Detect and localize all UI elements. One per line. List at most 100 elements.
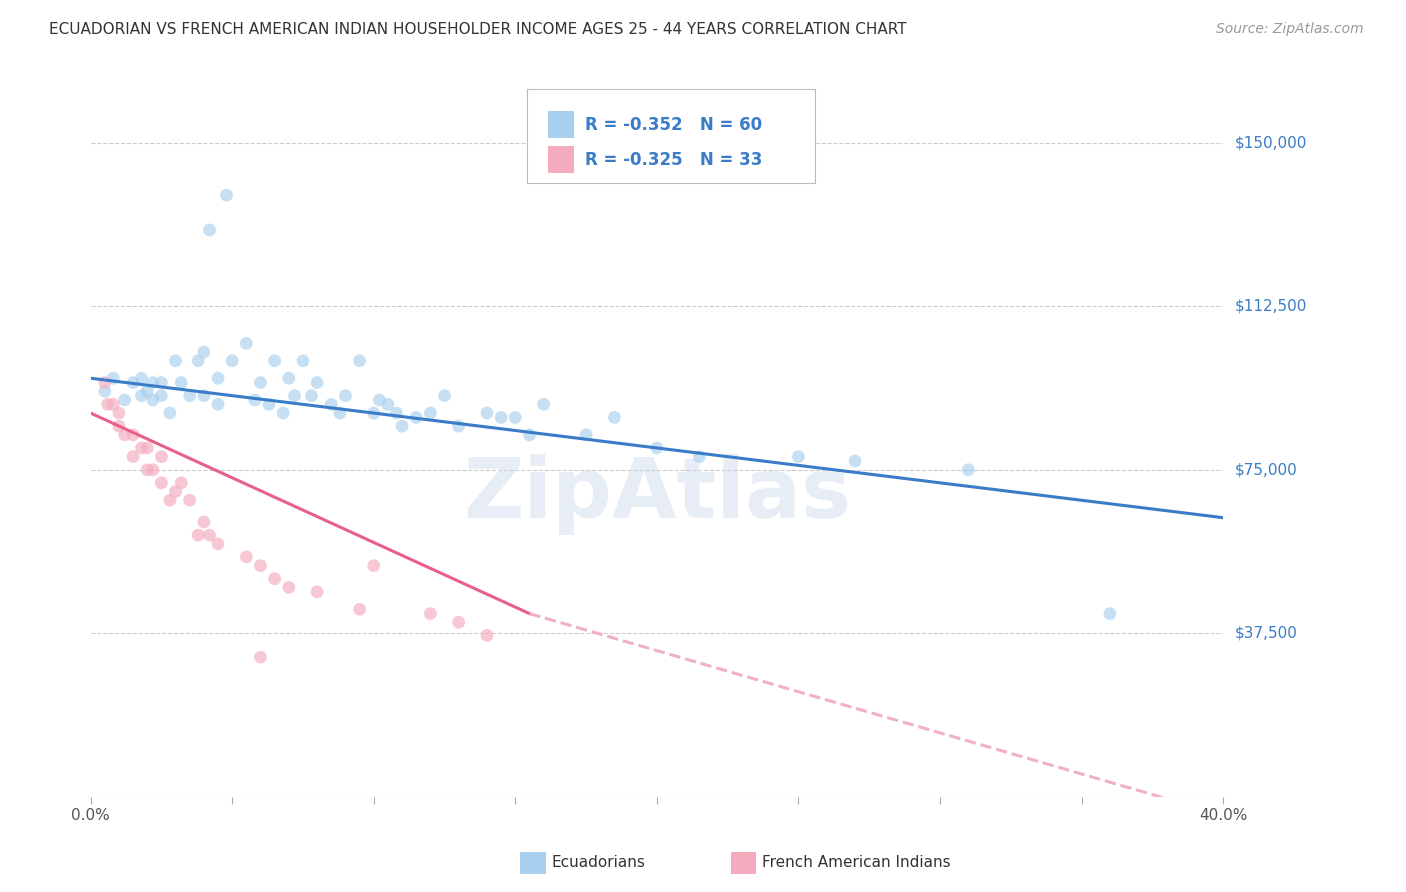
Point bbox=[136, 441, 159, 455]
Point bbox=[419, 607, 441, 621]
Text: R = -0.325   N = 33: R = -0.325 N = 33 bbox=[585, 151, 762, 169]
Point bbox=[235, 549, 257, 564]
Point bbox=[271, 406, 294, 420]
Point bbox=[97, 397, 120, 411]
Point bbox=[844, 454, 866, 468]
Point bbox=[142, 392, 165, 407]
Point bbox=[136, 463, 159, 477]
Point bbox=[368, 392, 391, 407]
Point bbox=[150, 450, 173, 464]
Text: $112,500: $112,500 bbox=[1234, 299, 1306, 314]
Text: $37,500: $37,500 bbox=[1234, 625, 1298, 640]
Text: $75,000: $75,000 bbox=[1234, 462, 1296, 477]
Point bbox=[193, 345, 215, 359]
Point bbox=[349, 353, 371, 368]
Point bbox=[131, 441, 153, 455]
Point bbox=[198, 223, 221, 237]
Point bbox=[349, 602, 371, 616]
Point bbox=[187, 528, 209, 542]
Point bbox=[94, 376, 117, 390]
Point bbox=[114, 392, 136, 407]
Point bbox=[103, 397, 125, 411]
Point bbox=[787, 450, 810, 464]
Point bbox=[215, 188, 238, 202]
Point bbox=[159, 493, 181, 508]
Point bbox=[329, 406, 352, 420]
Point bbox=[377, 397, 399, 411]
Point bbox=[159, 406, 181, 420]
Point bbox=[277, 371, 299, 385]
Point bbox=[207, 371, 229, 385]
Point bbox=[419, 406, 441, 420]
Point bbox=[475, 406, 498, 420]
Point bbox=[575, 428, 598, 442]
Text: French American Indians: French American Indians bbox=[762, 855, 950, 870]
Point bbox=[307, 584, 329, 599]
Point bbox=[108, 406, 131, 420]
Point bbox=[257, 397, 280, 411]
Point bbox=[235, 336, 257, 351]
Point bbox=[391, 419, 413, 434]
Point bbox=[221, 353, 243, 368]
Point bbox=[122, 428, 145, 442]
Point bbox=[131, 389, 153, 403]
Point bbox=[187, 353, 209, 368]
Point bbox=[645, 441, 668, 455]
Point bbox=[165, 353, 187, 368]
Point bbox=[165, 484, 187, 499]
Point bbox=[207, 537, 229, 551]
Point bbox=[243, 392, 266, 407]
Point bbox=[489, 410, 512, 425]
Point bbox=[142, 463, 165, 477]
Point bbox=[136, 384, 159, 399]
Point bbox=[283, 389, 305, 403]
Point bbox=[207, 397, 229, 411]
Point bbox=[108, 419, 131, 434]
Point bbox=[150, 475, 173, 490]
Text: ECUADORIAN VS FRENCH AMERICAN INDIAN HOUSEHOLDER INCOME AGES 25 - 44 YEARS CORRE: ECUADORIAN VS FRENCH AMERICAN INDIAN HOU… bbox=[49, 22, 907, 37]
Point bbox=[603, 410, 626, 425]
Point bbox=[114, 428, 136, 442]
Point bbox=[179, 389, 201, 403]
Point bbox=[131, 371, 153, 385]
Point bbox=[263, 572, 285, 586]
Point bbox=[150, 376, 173, 390]
Point bbox=[291, 353, 314, 368]
Point bbox=[142, 376, 165, 390]
Point bbox=[688, 450, 710, 464]
Text: R = -0.352   N = 60: R = -0.352 N = 60 bbox=[585, 116, 762, 134]
Text: ZipAtlas: ZipAtlas bbox=[463, 454, 851, 535]
Text: Ecuadorians: Ecuadorians bbox=[551, 855, 645, 870]
Point bbox=[150, 389, 173, 403]
Point bbox=[307, 376, 329, 390]
Point bbox=[447, 615, 470, 630]
Point bbox=[179, 493, 201, 508]
Point bbox=[533, 397, 555, 411]
Point bbox=[321, 397, 343, 411]
Point bbox=[475, 628, 498, 642]
Point bbox=[263, 353, 285, 368]
Point bbox=[170, 475, 193, 490]
Point bbox=[505, 410, 527, 425]
Point bbox=[335, 389, 357, 403]
Point bbox=[103, 371, 125, 385]
Point bbox=[170, 376, 193, 390]
Point bbox=[363, 406, 385, 420]
Point bbox=[94, 384, 117, 399]
Point bbox=[249, 558, 271, 573]
Point bbox=[433, 389, 456, 403]
Text: Source: ZipAtlas.com: Source: ZipAtlas.com bbox=[1216, 22, 1364, 37]
Point bbox=[249, 376, 271, 390]
Point bbox=[405, 410, 427, 425]
Point bbox=[249, 650, 271, 665]
Point bbox=[385, 406, 408, 420]
Point bbox=[1098, 607, 1121, 621]
Point bbox=[447, 419, 470, 434]
Point bbox=[277, 581, 299, 595]
Point bbox=[122, 376, 145, 390]
Point bbox=[193, 515, 215, 529]
Point bbox=[193, 389, 215, 403]
Point bbox=[519, 428, 541, 442]
Text: $150,000: $150,000 bbox=[1234, 136, 1306, 151]
Point bbox=[363, 558, 385, 573]
